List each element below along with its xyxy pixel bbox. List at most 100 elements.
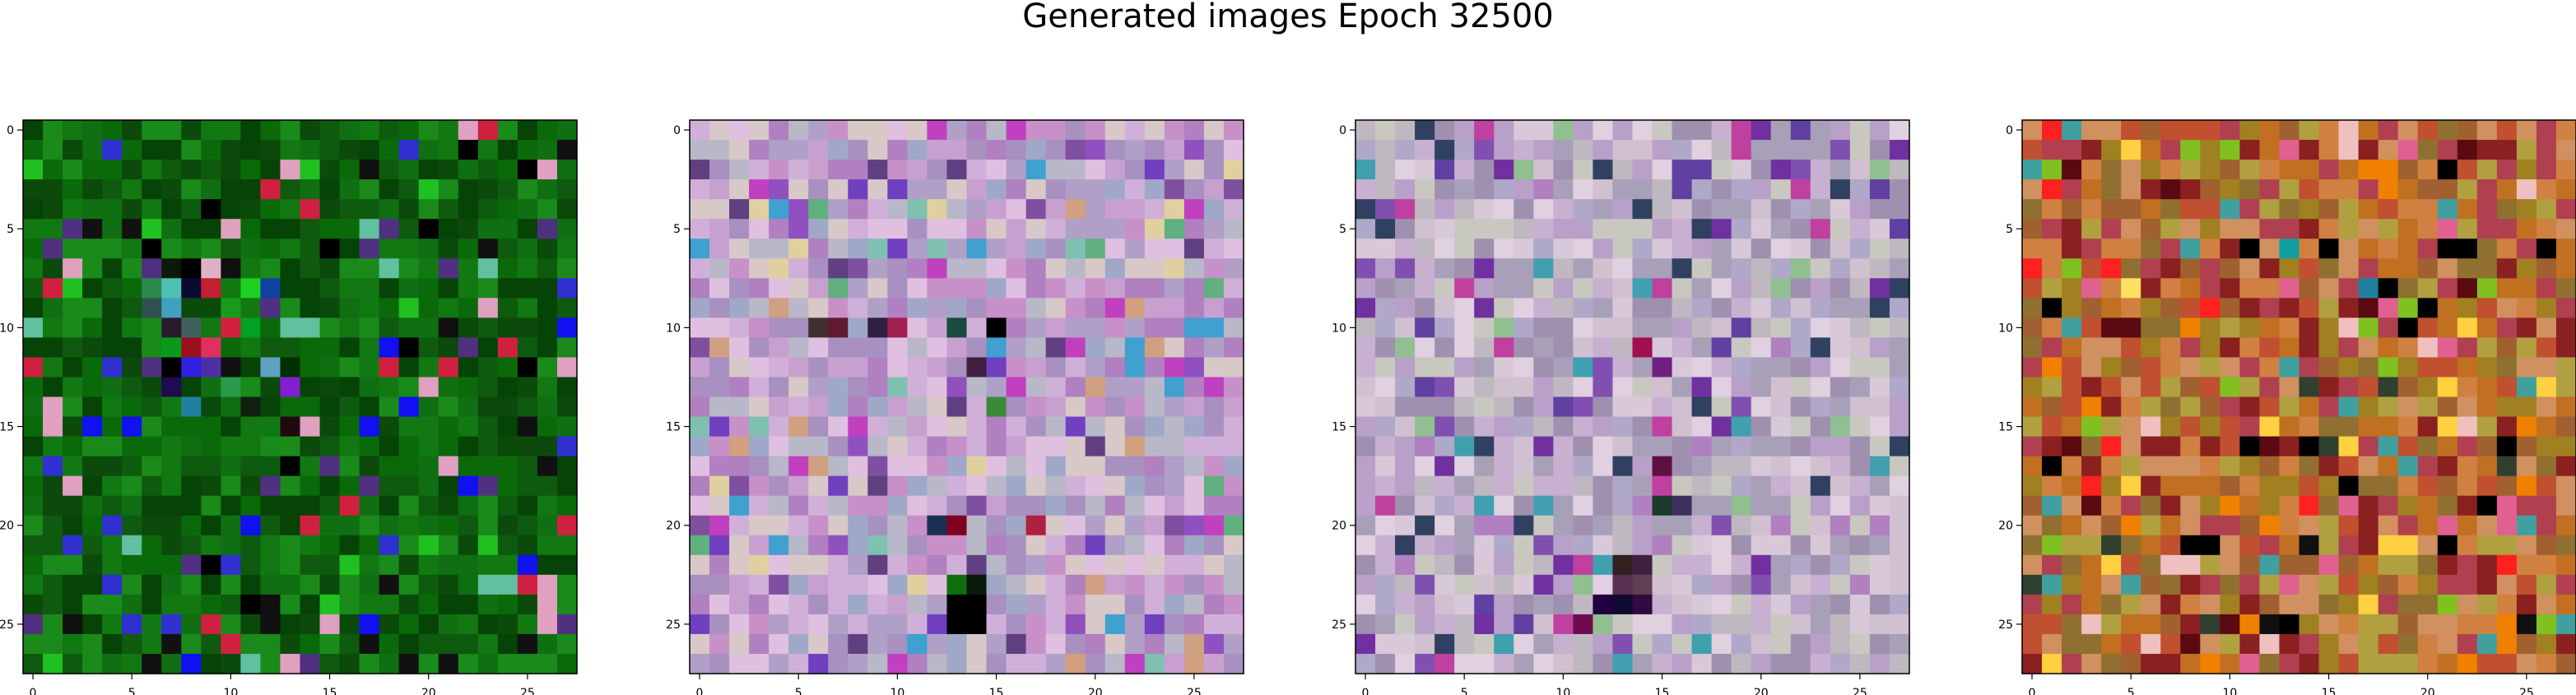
heatmap-cell xyxy=(2259,456,2281,477)
heatmap-cell xyxy=(709,317,730,338)
heatmap-cell xyxy=(1869,416,1890,438)
heatmap-cell xyxy=(1006,653,1027,674)
heatmap-cell xyxy=(1454,416,1475,438)
heatmap-cell xyxy=(458,416,479,438)
heatmap-cell xyxy=(418,495,439,517)
heatmap-cell xyxy=(1434,535,1455,556)
heatmap-cell xyxy=(556,535,578,556)
heatmap-cell xyxy=(2358,515,2379,536)
heatmap-cell xyxy=(1731,278,1752,299)
heatmap-cell xyxy=(1375,495,1396,517)
heatmap-cell xyxy=(1494,574,1514,595)
heatmap-cell xyxy=(2062,120,2082,141)
heatmap-cell xyxy=(2101,298,2122,318)
heatmap-cell xyxy=(2457,179,2478,200)
heatmap-cell xyxy=(1065,396,1086,418)
heatmap-cell xyxy=(2121,475,2141,497)
heatmap-cell xyxy=(2220,594,2240,615)
heatmap-cell xyxy=(1124,614,1146,635)
y-tick-label: 20 xyxy=(1998,520,2013,533)
heatmap-cell xyxy=(2476,199,2498,220)
heatmap-cell xyxy=(1790,140,1811,160)
heatmap-cell xyxy=(181,416,202,438)
heatmap-cell xyxy=(2239,495,2261,517)
heatmap-cell xyxy=(63,160,83,180)
heatmap-cell xyxy=(1104,633,1126,655)
heatmap-cell xyxy=(709,219,730,239)
heatmap-cell xyxy=(497,278,518,299)
heatmap-cell xyxy=(2259,298,2281,318)
heatmap-cell xyxy=(2200,653,2220,674)
heatmap-cell xyxy=(2417,160,2439,180)
heatmap-cell xyxy=(43,515,63,536)
heatmap-cell xyxy=(280,357,301,378)
heatmap-cell xyxy=(379,653,400,674)
heatmap-cell xyxy=(161,160,182,180)
heatmap-cell xyxy=(1691,219,1713,239)
heatmap-cell xyxy=(1375,219,1396,239)
heatmap-cell xyxy=(2042,219,2062,239)
heatmap-cell xyxy=(769,653,789,674)
heatmap-cell xyxy=(2318,475,2340,497)
heatmap-cell xyxy=(2476,436,2498,457)
heatmap-cell xyxy=(1553,120,1574,141)
heatmap-cell xyxy=(1533,614,1554,635)
heatmap-cell xyxy=(359,160,380,180)
heatmap-cell xyxy=(221,160,241,180)
heatmap-cell xyxy=(1849,633,1871,655)
heatmap-cell xyxy=(319,377,341,398)
heatmap-cell xyxy=(1006,357,1027,378)
heatmap-cell xyxy=(2555,574,2576,595)
heatmap-cell xyxy=(23,357,44,378)
heatmap-cell xyxy=(867,416,888,438)
heatmap-cell xyxy=(2279,396,2300,418)
heatmap-cell xyxy=(260,633,281,655)
heatmap-cell xyxy=(2555,495,2576,517)
heatmap-cell xyxy=(1355,219,1376,239)
heatmap-cell xyxy=(2417,317,2439,338)
heatmap-cell xyxy=(1045,298,1067,318)
heatmap-cell xyxy=(1223,239,1244,259)
heatmap-cell xyxy=(2180,120,2201,141)
heatmap-cell xyxy=(1124,298,1146,318)
heatmap-cell xyxy=(1355,594,1376,615)
heatmap-cell xyxy=(1355,416,1376,438)
heatmap-cell xyxy=(2397,357,2419,378)
heatmap-cell xyxy=(221,653,241,674)
heatmap-cell xyxy=(1533,653,1554,674)
heatmap-cell xyxy=(1355,239,1376,259)
heatmap-cell xyxy=(1164,278,1185,299)
heatmap-cell xyxy=(1593,495,1614,517)
heatmap-cell xyxy=(2121,495,2141,517)
heatmap-cell xyxy=(946,239,968,259)
heatmap-cell xyxy=(1533,554,1554,576)
heatmap-cell xyxy=(2022,515,2043,536)
heatmap-cell xyxy=(1691,179,1713,200)
y-tick-label: 20 xyxy=(0,520,14,533)
heatmap-cell xyxy=(690,120,710,141)
heatmap-cell xyxy=(1045,436,1067,457)
heatmap-cell xyxy=(1573,574,1594,595)
heatmap-cell xyxy=(517,396,538,418)
heatmap-cell xyxy=(769,120,789,141)
heatmap-cell xyxy=(1790,633,1811,655)
heatmap-cell xyxy=(477,574,499,595)
heatmap-cell xyxy=(2437,219,2458,239)
heatmap-cell xyxy=(1691,337,1713,359)
heatmap-cell xyxy=(848,337,868,359)
heatmap-cell xyxy=(359,120,380,141)
heatmap-cell xyxy=(1355,475,1376,497)
heatmap-cell xyxy=(887,258,908,279)
heatmap-cell xyxy=(2062,535,2082,556)
heatmap-cell xyxy=(1085,456,1106,477)
heatmap-cell xyxy=(1203,219,1225,239)
heatmap-cell xyxy=(927,179,948,200)
heatmap-cell xyxy=(1751,554,1772,576)
heatmap-cell xyxy=(43,535,63,556)
heatmap-cell xyxy=(1691,456,1713,477)
heatmap-cell xyxy=(1514,219,1534,239)
heatmap-cell xyxy=(927,258,948,279)
heatmap-cell xyxy=(63,396,83,418)
heatmap-cell xyxy=(1395,436,1416,457)
